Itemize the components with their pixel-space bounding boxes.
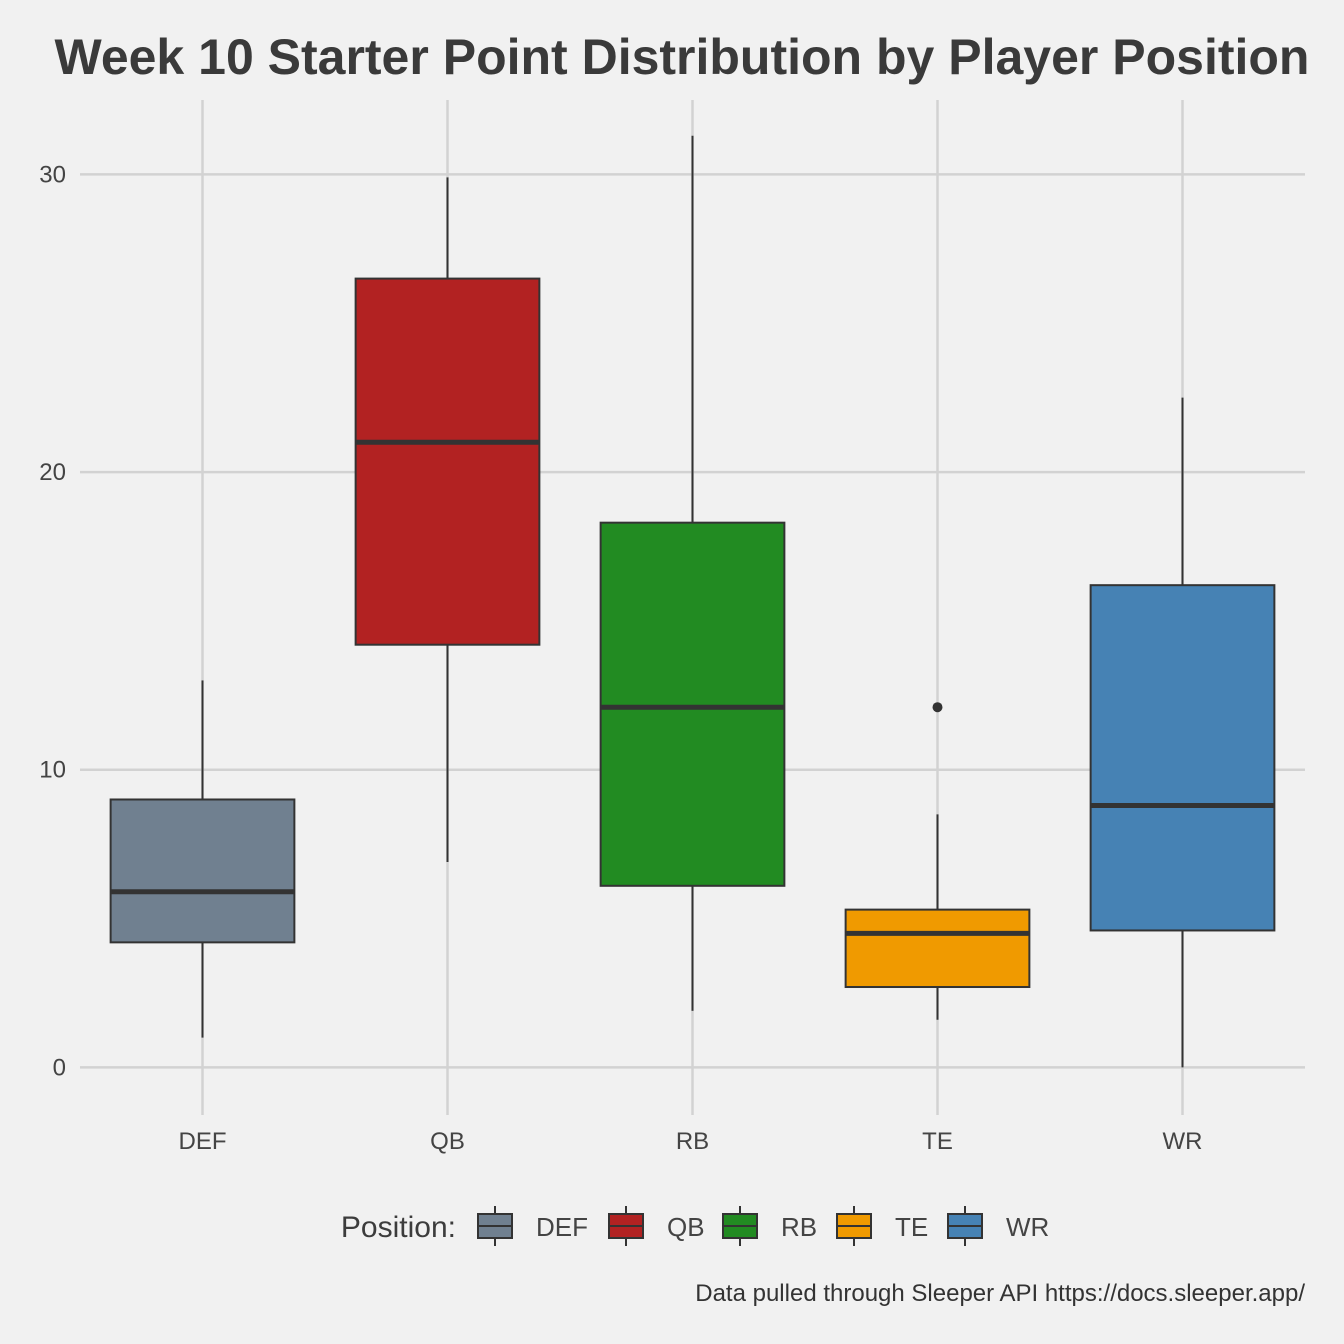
legend: Position: DEF QB RB TE WR [341, 1206, 1049, 1246]
legend-label: QB [667, 1212, 705, 1242]
legend-item-qb: QB [608, 1206, 705, 1246]
axes: 0 10 20 30 DEF QB RB TE WR [39, 161, 1202, 1155]
box-te [844, 702, 1031, 1020]
box-body [109, 798, 296, 944]
x-tick-label: QB [430, 1128, 465, 1155]
x-tick-label: TE [922, 1128, 953, 1155]
chart-caption: Data pulled through Sleeper API https://… [695, 1280, 1305, 1307]
legend-label: RB [781, 1212, 817, 1242]
legend-item-rb: RB [722, 1206, 817, 1246]
legend-item-def: DEF [477, 1206, 588, 1246]
legend-item-wr: WR [947, 1206, 1049, 1246]
legend-label: WR [1006, 1212, 1049, 1242]
box-body [1089, 584, 1276, 932]
chart-title: Week 10 Starter Point Distribution by Pl… [55, 29, 1310, 85]
x-tick-label: DEF [179, 1128, 227, 1155]
y-tick-label: 10 [39, 757, 66, 784]
box-rb [599, 135, 786, 1011]
outlier-point [932, 702, 943, 713]
legend-item-te: TE [836, 1206, 928, 1246]
box-body [844, 908, 1031, 989]
box-qb [354, 177, 541, 862]
y-tick-label: 30 [39, 161, 66, 188]
box-body [354, 277, 541, 646]
box-body [599, 521, 786, 887]
y-tick-label: 20 [39, 459, 66, 486]
x-tick-label: WR [1163, 1128, 1203, 1155]
legend-label: DEF [536, 1212, 588, 1242]
y-tick-label: 0 [53, 1054, 66, 1081]
box-def [109, 680, 296, 1038]
plot-area [109, 135, 1276, 1068]
x-tick-label: RB [676, 1128, 709, 1155]
box-wr [1089, 397, 1276, 1068]
legend-label: TE [895, 1212, 928, 1242]
legend-title: Position: [341, 1211, 456, 1244]
